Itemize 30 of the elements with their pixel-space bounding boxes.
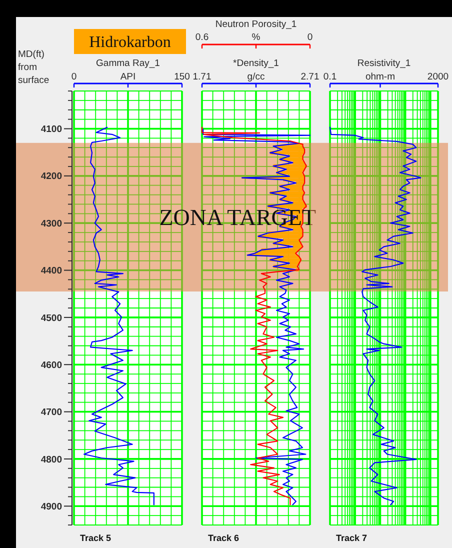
text: Track 5: [80, 533, 112, 543]
y-tick-label: 4100: [40, 124, 62, 136]
x2-axis-title: Neutron Porosity_1: [215, 19, 297, 30]
text: Hidrokarbon: [89, 34, 171, 51]
x-tick-label: 0.1: [323, 72, 337, 82]
x-tick-label: 150: [174, 72, 190, 82]
y-tick-label: 4200: [40, 171, 62, 182]
x-tick-label: 2000: [427, 72, 449, 82]
text: Track 6: [208, 533, 240, 543]
x2-tick-label: %: [252, 32, 261, 43]
x2-tick-label: 0: [307, 32, 313, 43]
x2-tick-label: 0.6: [195, 32, 209, 43]
y-axis-title: MD(ft) from surface: [18, 49, 50, 86]
x-tick-label: 2.71: [300, 72, 320, 82]
x-axis-title: *Density_1: [233, 58, 279, 69]
y-tick-label: 4600: [40, 360, 62, 371]
x-axis-title: Resistivity_1: [357, 58, 411, 69]
y-tick-label: 4800: [40, 454, 62, 466]
y-tick-label: 4400: [40, 266, 62, 277]
y-tick-label: 4700: [40, 407, 62, 418]
x-axis-title: Gamma Ray_1: [96, 58, 160, 69]
y-tick-label: 4300: [40, 218, 62, 230]
x-tick-label: 1.71: [192, 72, 212, 82]
x-tick-label: 0: [71, 72, 77, 82]
text: Track 7: [336, 533, 368, 543]
x-tick-label: API: [120, 72, 136, 82]
x-tick-label: ohm-m: [365, 72, 396, 82]
x-tick-label: g/cc: [247, 72, 265, 82]
y-tick-label: 4900: [40, 501, 62, 512]
y-tick-label: 4500: [40, 312, 62, 324]
